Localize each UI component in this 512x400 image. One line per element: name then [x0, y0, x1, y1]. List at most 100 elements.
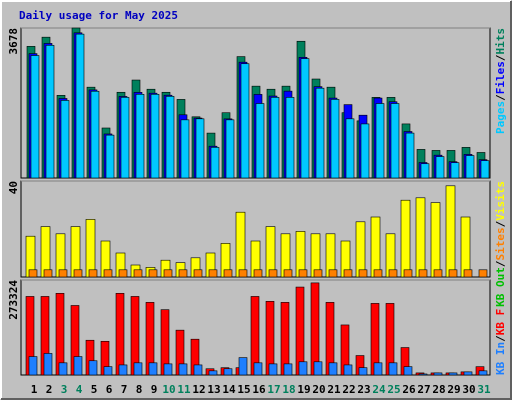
bar — [88, 360, 98, 376]
bar — [448, 269, 458, 278]
bar — [315, 87, 325, 179]
bar — [418, 373, 428, 376]
bar — [265, 226, 276, 278]
legend-entry: Files — [494, 61, 507, 94]
bar — [285, 97, 295, 179]
x-tick-label: 17 — [267, 383, 280, 396]
bar — [448, 372, 458, 376]
x-tick-label: 8 — [136, 383, 143, 396]
bar — [403, 269, 413, 278]
bar — [85, 219, 96, 278]
bar — [370, 216, 381, 278]
bar — [103, 366, 113, 376]
legend-separator: / — [494, 335, 507, 342]
bar — [400, 199, 411, 278]
bar — [180, 119, 190, 179]
x-tick-label: 25 — [387, 383, 400, 396]
bar — [478, 370, 488, 376]
x-tick-label: 30 — [462, 383, 475, 396]
x-tick-label: 11 — [177, 383, 191, 396]
bar — [463, 371, 473, 376]
chart-title: Daily usage for May 2025 — [19, 9, 178, 22]
legend-entry: Visits — [494, 181, 507, 221]
bar — [450, 162, 460, 179]
bar — [73, 269, 83, 278]
legend: Pages/Files/Hits — [494, 28, 507, 134]
bar — [420, 163, 430, 179]
bar — [298, 361, 308, 376]
x-tick-label: 23 — [357, 383, 370, 396]
x-tick-label: 9 — [151, 383, 158, 396]
bar — [133, 362, 143, 376]
bar — [163, 269, 173, 278]
bar — [178, 363, 188, 376]
x-tick-label: 2 — [46, 383, 53, 396]
bar — [478, 269, 488, 278]
bar — [298, 269, 308, 278]
bar — [193, 269, 203, 278]
x-tick-label: 13 — [207, 383, 220, 396]
bar — [238, 269, 248, 278]
bar — [430, 202, 441, 278]
bar — [28, 269, 38, 278]
y-tick-label: 273324 — [7, 280, 20, 320]
bar — [480, 160, 490, 179]
bar — [435, 156, 445, 179]
bar — [28, 356, 38, 376]
bar — [330, 99, 340, 179]
bar — [150, 94, 160, 179]
bar — [223, 269, 233, 278]
bar — [208, 269, 218, 278]
x-tick-label: 27 — [417, 383, 430, 396]
legend-entry: KB In — [494, 342, 507, 375]
x-tick-label: 24 — [372, 383, 386, 396]
x-tick-label: 18 — [282, 383, 295, 396]
bar — [90, 90, 100, 179]
bar — [163, 363, 173, 376]
bar — [75, 33, 85, 179]
bar — [58, 362, 68, 376]
bar — [60, 100, 70, 179]
bar — [70, 226, 81, 278]
bar — [240, 63, 250, 179]
x-tick-label: 21 — [327, 383, 341, 396]
bar — [238, 357, 248, 376]
bar — [270, 97, 280, 179]
bar — [40, 226, 51, 278]
x-tick-label: 5 — [91, 383, 98, 396]
x-tick-label: 15 — [237, 383, 250, 396]
bar — [165, 96, 175, 179]
bar — [358, 269, 368, 278]
x-tick-label: 19 — [297, 383, 310, 396]
legend-entry: Sites — [494, 227, 507, 260]
legend: KB Out/Sites/Visits — [494, 181, 507, 307]
legend-entry: KB Out — [494, 267, 507, 307]
bar — [253, 362, 263, 376]
bar — [148, 269, 158, 278]
bar — [343, 269, 353, 278]
legend-separator: / — [494, 54, 507, 61]
bar — [118, 364, 128, 376]
bar — [345, 118, 355, 179]
x-tick-label: 7 — [121, 383, 128, 396]
bar — [313, 269, 323, 278]
x-tick-label: 28 — [432, 383, 445, 396]
bar — [373, 362, 383, 376]
bar — [373, 269, 383, 278]
y-tick-label: 40 — [7, 181, 20, 194]
bar — [105, 134, 115, 179]
bar — [253, 269, 263, 278]
bar — [223, 368, 233, 376]
bar — [465, 155, 475, 179]
bar — [45, 45, 55, 179]
bar — [120, 97, 130, 179]
x-tick-label: 26 — [402, 383, 416, 396]
bar — [328, 269, 338, 278]
x-tick-label: 29 — [447, 383, 460, 396]
bar — [43, 353, 53, 376]
bar — [193, 364, 203, 376]
bar — [343, 364, 353, 376]
x-tick-label: 16 — [252, 383, 266, 396]
bar — [358, 367, 368, 376]
